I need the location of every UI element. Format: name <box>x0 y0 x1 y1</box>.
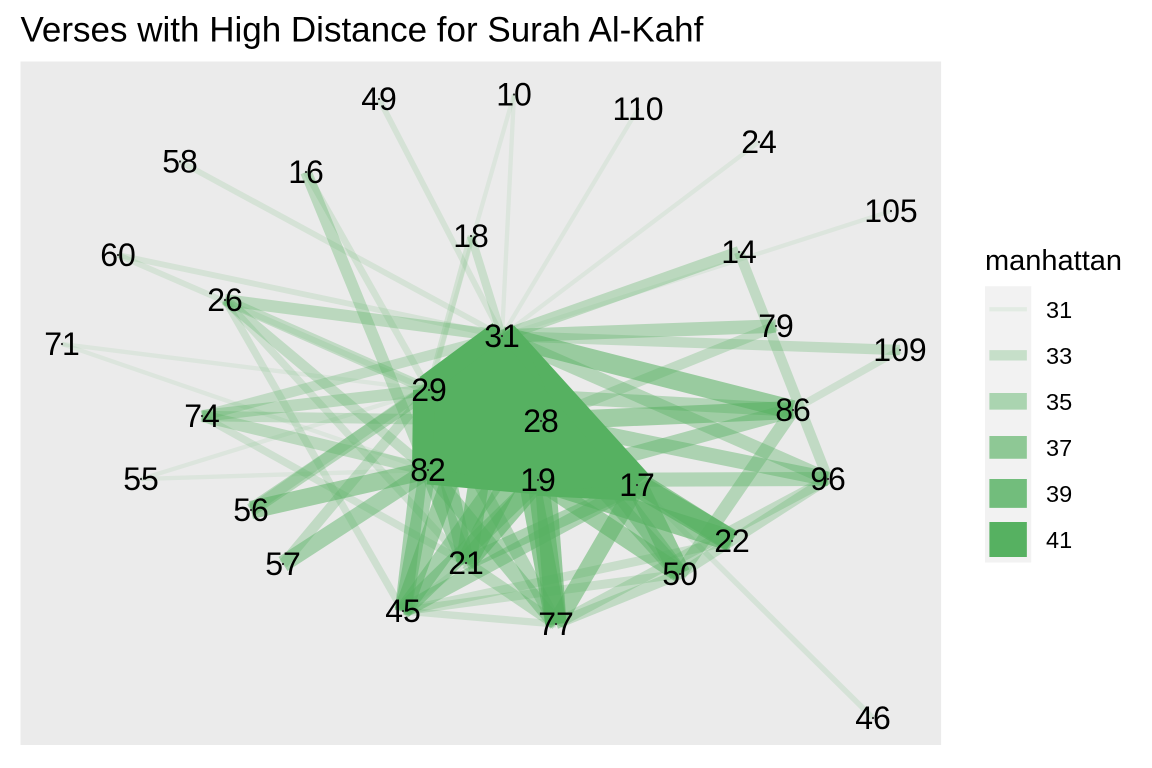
svg-text:31: 31 <box>484 318 520 354</box>
svg-text:16: 16 <box>288 154 324 190</box>
svg-text:82: 82 <box>410 452 446 488</box>
svg-text:74: 74 <box>184 398 220 434</box>
svg-text:77: 77 <box>538 606 574 642</box>
svg-text:39: 39 <box>1046 481 1072 507</box>
svg-text:41: 41 <box>1046 527 1072 553</box>
svg-text:14: 14 <box>721 234 757 270</box>
svg-text:35: 35 <box>1046 389 1072 415</box>
svg-text:24: 24 <box>741 124 777 160</box>
svg-text:29: 29 <box>411 372 447 408</box>
svg-text:96: 96 <box>810 461 846 497</box>
svg-text:49: 49 <box>361 81 397 117</box>
svg-text:33: 33 <box>1046 343 1072 369</box>
svg-text:10: 10 <box>496 76 532 112</box>
svg-text:86: 86 <box>775 392 811 428</box>
svg-text:79: 79 <box>758 308 794 344</box>
svg-text:26: 26 <box>207 282 243 318</box>
svg-text:22: 22 <box>714 523 750 559</box>
svg-text:manhattan: manhattan <box>985 245 1122 277</box>
svg-text:110: 110 <box>612 91 663 127</box>
svg-text:46: 46 <box>855 700 891 736</box>
svg-text:17: 17 <box>619 467 655 503</box>
svg-text:71: 71 <box>44 326 80 362</box>
svg-text:31: 31 <box>1046 297 1072 323</box>
svg-text:57: 57 <box>265 546 301 582</box>
svg-text:58: 58 <box>162 143 198 179</box>
svg-text:56: 56 <box>233 492 269 528</box>
svg-text:50: 50 <box>662 556 698 592</box>
svg-text:45: 45 <box>385 593 421 629</box>
svg-text:19: 19 <box>520 462 556 498</box>
svg-text:60: 60 <box>100 237 136 273</box>
svg-text:21: 21 <box>448 545 484 581</box>
svg-text:Verses with High Distance for: Verses with High Distance for Surah Al-K… <box>21 11 704 50</box>
svg-text:109: 109 <box>873 332 926 368</box>
svg-text:55: 55 <box>123 461 159 497</box>
svg-text:37: 37 <box>1046 435 1072 461</box>
svg-text:105: 105 <box>864 193 917 229</box>
svg-text:28: 28 <box>523 403 559 439</box>
svg-text:18: 18 <box>453 218 489 254</box>
